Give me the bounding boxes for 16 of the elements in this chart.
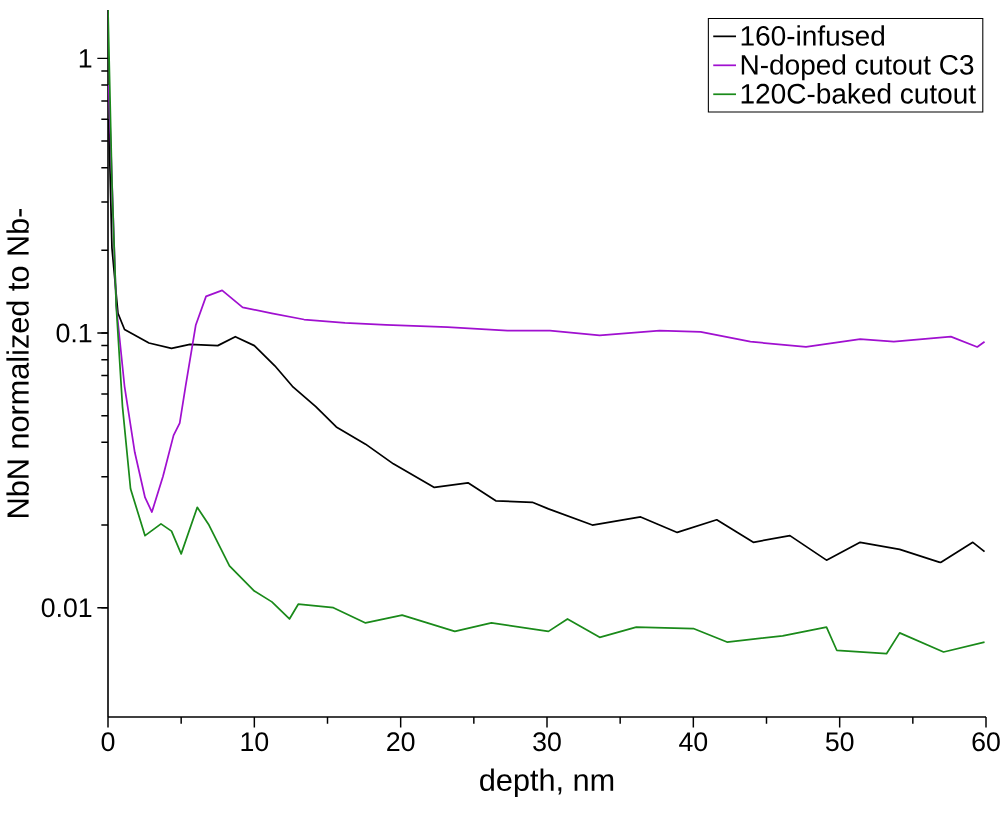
x-tick-label: 50: [825, 732, 854, 752]
x-tick-label: 30: [533, 732, 561, 752]
y-tick-label: 0.01: [41, 598, 92, 618]
legend-label: 160-infused: [741, 25, 885, 46]
x-axis-title: depth, nm: [480, 768, 614, 797]
legend-label: N-doped cutout C3: [741, 54, 974, 81]
y-tick-label: 0.1: [56, 323, 92, 343]
x-tick-label: 60: [972, 732, 1000, 752]
x-tick-label: 0: [101, 732, 115, 752]
y-axis-title: NbN normalized to Nb-: [6, 209, 29, 517]
y-tick-label: 1: [79, 49, 92, 68]
x-tick-label: 40: [679, 732, 708, 752]
legend-label: 120C-baked cutout: [741, 83, 976, 104]
x-tick-label: 20: [387, 732, 415, 752]
line-series: [108, 10, 986, 655]
x-tick-label: 10: [241, 732, 269, 752]
